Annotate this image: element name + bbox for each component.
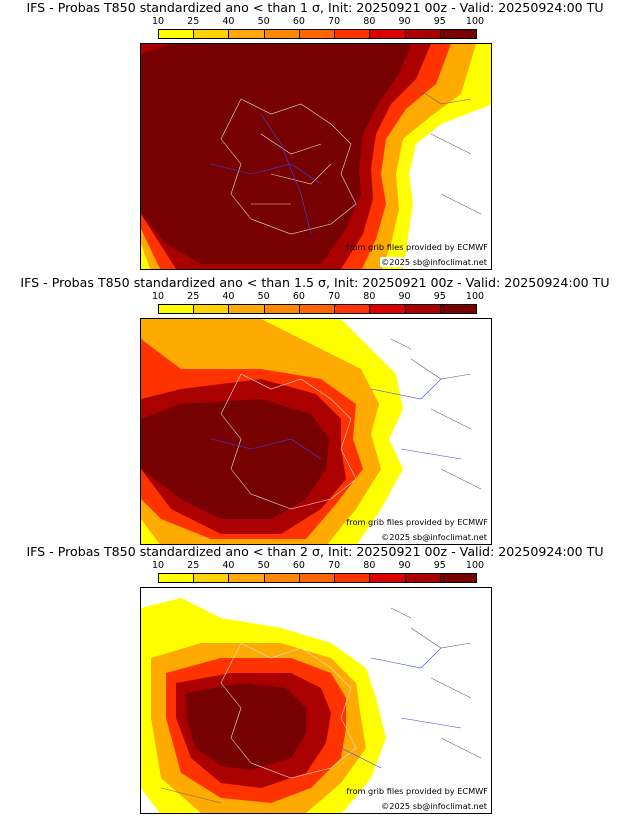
probability-map: from grib files provided by ECMWF ©2025 … [140, 318, 492, 545]
colorbar-tick-label: 10 [151, 16, 165, 27]
colorbar-ticks: 10 25 40 50 60 70 80 90 95 100 [0, 292, 630, 302]
colorbar-tick-label: 100 [465, 560, 485, 571]
colorbar-tick-label: 70 [328, 291, 341, 302]
colorbar-tick-label: 50 [257, 16, 270, 27]
colorbar-tick-label: 25 [187, 560, 200, 571]
data-credit: from grib files provided by ECMWF [346, 242, 488, 252]
colorbar-swatch [264, 305, 300, 313]
copyright: ©2025 sb@infoclimat.net [380, 801, 488, 811]
colorbar-swatch [229, 574, 265, 582]
colorbar-swatch [229, 305, 265, 313]
copyright: ©2025 sb@infoclimat.net [380, 257, 488, 267]
colorbar-tick-label: 90 [398, 291, 411, 302]
copyright: ©2025 sb@infoclimat.net [380, 532, 488, 542]
colorbar-swatch [229, 30, 265, 38]
colorbar-swatch [335, 574, 371, 582]
colorbar-tick-label: 40 [222, 560, 235, 571]
colorbar-swatch [299, 30, 336, 38]
data-credit: from grib files provided by ECMWF [346, 786, 488, 796]
map-canvas [141, 598, 482, 813]
colorbar-ticks: 10 25 40 50 60 70 80 90 95 100 [0, 561, 630, 571]
colorbar [158, 304, 477, 314]
colorbar-tick-label: 60 [292, 16, 305, 27]
map-canvas [141, 319, 482, 544]
probability-map: from grib files provided by ECMWF ©2025 … [140, 43, 492, 270]
colorbar-swatch [264, 574, 300, 582]
colorbar-swatch [405, 30, 441, 38]
colorbar-swatch [335, 305, 371, 313]
map-canvas [141, 44, 491, 269]
colorbar-tick-label: 40 [222, 291, 235, 302]
map-panel-2: IFS - Probas T850 standardized ano < tha… [0, 275, 630, 545]
colorbar-swatch [299, 305, 336, 313]
prob-band-95 [141, 399, 329, 519]
colorbar-tick-label: 60 [292, 291, 305, 302]
colorbar-swatch [194, 30, 230, 38]
panel-title: IFS - Probas T850 standardized ano < tha… [26, 544, 604, 559]
colorbar [158, 573, 477, 583]
colorbar-swatch [264, 30, 300, 38]
colorbar-swatch [440, 574, 476, 582]
colorbar-tick-label: 95 [433, 16, 446, 27]
colorbar-tick-label: 80 [363, 560, 376, 571]
probability-map: from grib files provided by ECMWF ©2025 … [140, 587, 492, 814]
colorbar-tick-label: 10 [151, 291, 165, 302]
colorbar-swatch [159, 305, 195, 313]
colorbar-swatch [370, 30, 406, 38]
colorbar-tick-label: 50 [257, 560, 270, 571]
borders [210, 83, 482, 235]
panel-title: IFS - Probas T850 standardized ano < tha… [26, 0, 604, 15]
map-panel-1: IFS - Probas T850 standardized ano < tha… [0, 0, 630, 270]
colorbar-swatch [405, 305, 441, 313]
colorbar-swatch [405, 574, 441, 582]
borders [210, 338, 482, 510]
data-credit: from grib files provided by ECMWF [346, 517, 488, 527]
colorbar-tick-label: 100 [465, 16, 485, 27]
colorbar-swatch [440, 30, 476, 38]
colorbar-tick-label: 70 [328, 560, 341, 571]
borders [160, 607, 482, 804]
colorbar-tick-label: 90 [398, 16, 411, 27]
panel-title: IFS - Probas T850 standardized ano < tha… [20, 275, 610, 290]
colorbar-swatch [194, 305, 230, 313]
colorbar-swatch [370, 574, 406, 582]
colorbar-tick-label: 25 [187, 291, 200, 302]
colorbar-swatch [159, 574, 195, 582]
colorbar-swatch [335, 30, 371, 38]
colorbar-swatch [370, 305, 406, 313]
colorbar-ticks: 10 25 40 50 60 70 80 90 95 100 [0, 17, 630, 27]
colorbar-tick-label: 100 [465, 291, 485, 302]
colorbar-tick-label: 50 [257, 291, 270, 302]
colorbar-tick-label: 80 [363, 16, 376, 27]
colorbar-tick-label: 25 [187, 16, 200, 27]
colorbar-swatch [159, 30, 195, 38]
colorbar-swatch [194, 574, 230, 582]
colorbar-tick-label: 70 [328, 16, 341, 27]
colorbar-tick-label: 95 [433, 291, 446, 302]
colorbar-tick-label: 90 [398, 560, 411, 571]
colorbar-swatch [299, 574, 336, 582]
prob-band-95 [141, 44, 411, 264]
prob-band-95 [186, 683, 306, 770]
colorbar [158, 29, 477, 39]
colorbar-tick-label: 10 [151, 560, 165, 571]
colorbar-tick-label: 40 [222, 16, 235, 27]
colorbar-swatch [440, 305, 476, 313]
map-panel-3: IFS - Probas T850 standardized ano < tha… [0, 544, 630, 814]
colorbar-tick-label: 80 [363, 291, 376, 302]
colorbar-tick-label: 95 [433, 560, 446, 571]
colorbar-tick-label: 60 [292, 560, 305, 571]
